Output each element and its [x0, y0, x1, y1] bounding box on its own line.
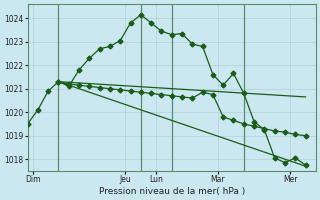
X-axis label: Pression niveau de la mer( hPa ): Pression niveau de la mer( hPa ) — [99, 187, 245, 196]
